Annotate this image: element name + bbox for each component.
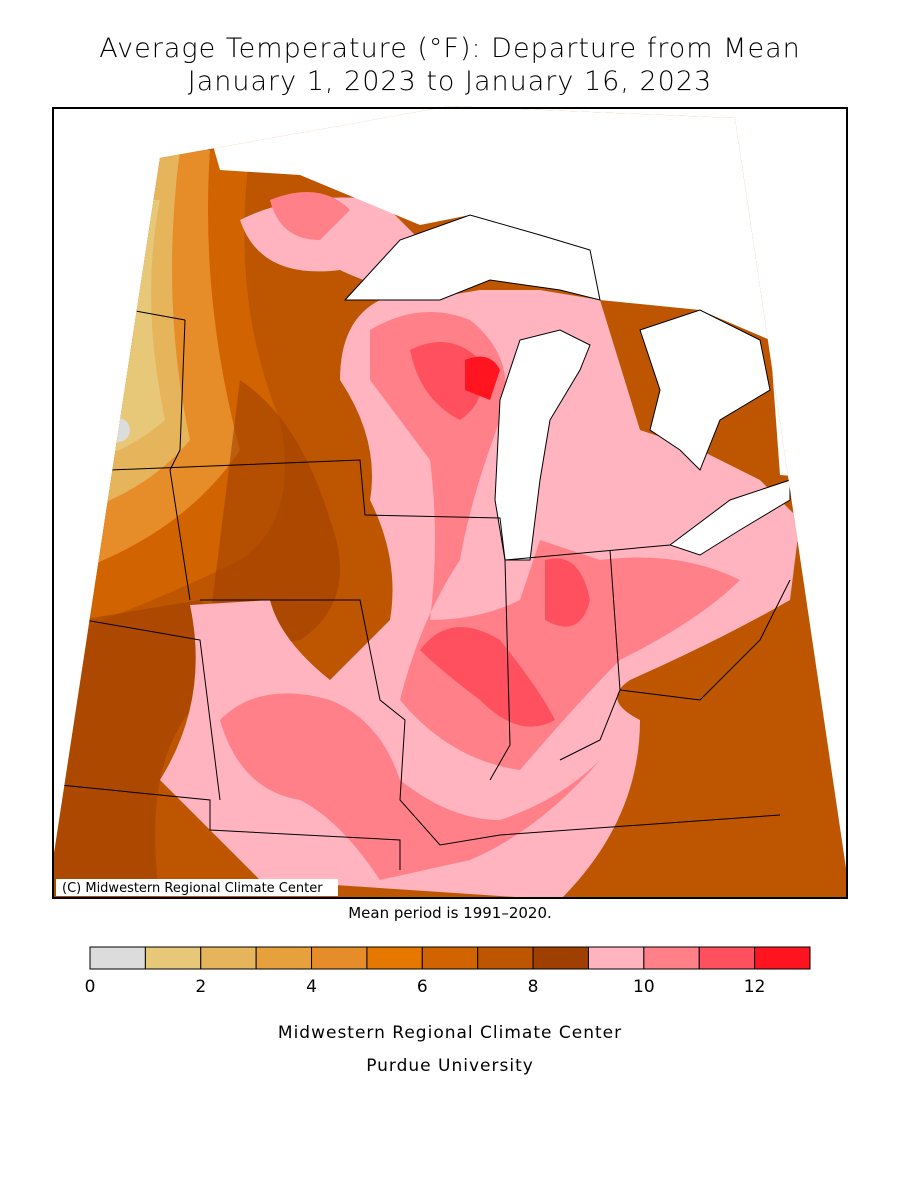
title-line: January 1, 2023 to January 16, 2023 — [188, 66, 712, 97]
colorbar-bin — [532, 946, 589, 970]
colorbar-tick-label: 10 — [633, 977, 655, 997]
colorbar-tick-label: 6 — [417, 977, 428, 997]
colorbar-bin — [200, 946, 257, 970]
footer-line: Midwestern Regional Climate Center — [278, 1023, 622, 1043]
colorbar-tick-label: 2 — [195, 977, 206, 997]
mean-note: Mean period is 1991–2020. — [348, 904, 552, 922]
colorbar-bin — [255, 946, 313, 970]
colorbar: 0 2 4 6 8 10 12 — [85, 946, 811, 997]
colorbar-bin — [366, 946, 423, 970]
colorbar-bin — [144, 946, 202, 970]
colorbar-bin — [643, 946, 700, 970]
colorbar-bin — [477, 946, 534, 970]
copyright-bg — [56, 879, 338, 896]
colorbar-bin — [587, 946, 645, 970]
colorbar-tick-label: 4 — [306, 977, 317, 997]
colorbar-tick-label: 12 — [744, 977, 766, 997]
colorbar-tick-label: 8 — [528, 977, 539, 997]
colorbar-bin — [311, 946, 368, 970]
colorbar-bin — [698, 946, 756, 970]
copyright: (C) Midwestern Regional Climate Center — [62, 881, 323, 896]
colorbar-bin — [754, 946, 811, 970]
map-frame — [52, 107, 848, 899]
map — [53, 106, 847, 898]
colorbar-bin — [421, 946, 479, 970]
footer-line: Purdue University — [366, 1056, 534, 1076]
colorbar-bin — [89, 946, 146, 970]
colorbar-tick-label: 0 — [85, 977, 96, 997]
title-line: Average Temperature (°F): Departure from… — [99, 33, 800, 64]
